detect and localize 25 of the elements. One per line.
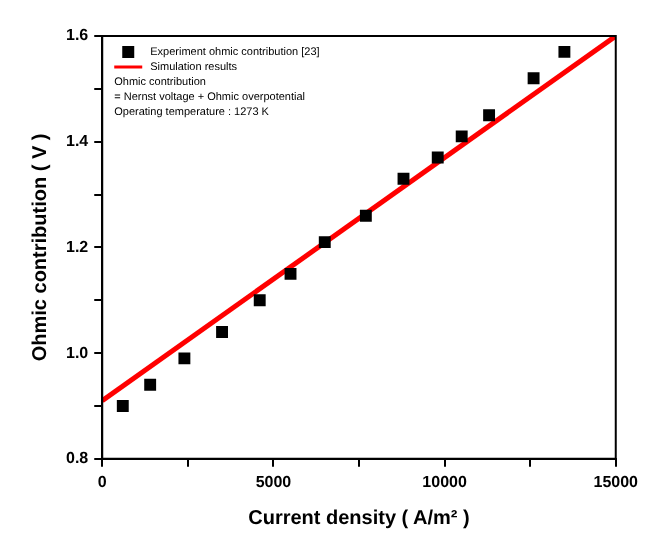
- y-tick-label: 1.4: [65, 132, 90, 151]
- point: [455, 130, 468, 143]
- point: [483, 109, 496, 122]
- x-tick-label: 0: [97, 472, 108, 491]
- x-tick-label: 5000: [255, 472, 293, 491]
- point: [527, 72, 540, 85]
- x-axis-title: Current density ( A/m² ): [248, 507, 470, 530]
- y-tick-label: 1.2: [65, 237, 90, 256]
- point: [318, 236, 331, 249]
- point: [397, 172, 410, 185]
- y-axis-title: Ohmic contribution ( V ): [29, 133, 52, 362]
- x-tick-label: 10000: [422, 472, 468, 491]
- y-tick-label: 0.8: [65, 449, 90, 468]
- point: [558, 45, 571, 58]
- point: [216, 326, 229, 338]
- point: [253, 294, 266, 307]
- point: [144, 378, 157, 391]
- point: [431, 151, 444, 164]
- x-tick-label: 15000: [593, 472, 640, 491]
- y-tick-label: 1.6: [65, 26, 90, 45]
- y-tick-label: 1.0: [65, 343, 90, 362]
- point: [116, 400, 129, 412]
- point: [178, 352, 191, 365]
- point: [359, 209, 372, 222]
- point: [284, 267, 297, 280]
